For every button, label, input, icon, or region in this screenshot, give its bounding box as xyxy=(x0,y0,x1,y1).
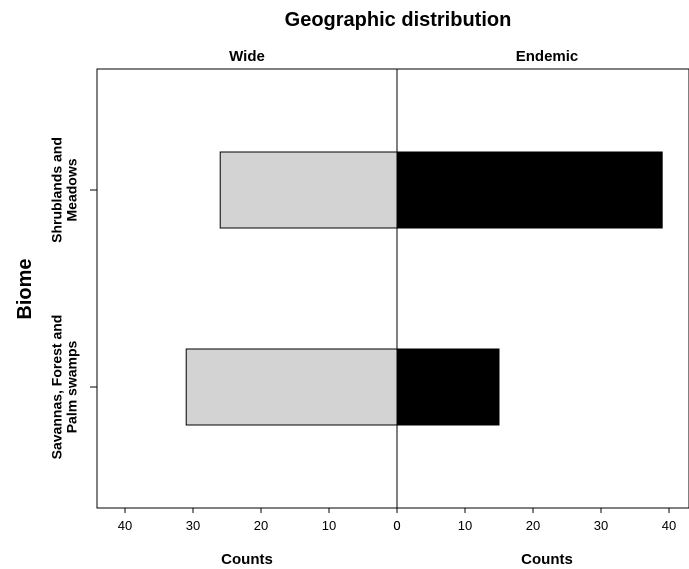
category-label-line: Shrublands and xyxy=(49,137,65,243)
category-label-2: Savannas, Forest andPalm swamps xyxy=(49,315,80,460)
x-tick-label-wide-20: 20 xyxy=(254,518,268,533)
category-label-1: Shrublands andMeadows xyxy=(49,137,80,243)
panel-label-wide: Wide xyxy=(229,48,265,65)
x-tick-label-wide-0: 0 xyxy=(393,518,400,533)
x-tick-label-endemic-0: 0 xyxy=(393,518,400,533)
x-tick-label-endemic-20: 20 xyxy=(526,518,540,533)
bar-endemic-1 xyxy=(396,151,663,229)
category-label-line: Palm swamps xyxy=(64,340,80,433)
panel-label-endemic: Endemic xyxy=(516,48,579,65)
x-axis-title-endemic: Counts xyxy=(521,551,573,568)
x-tick-label-endemic-10: 10 xyxy=(458,518,472,533)
category-label-line: Savannas, Forest and xyxy=(49,315,65,460)
bar-wide-1 xyxy=(219,151,398,229)
bar-wide-2 xyxy=(185,348,398,426)
x-axis-title-wide: Counts xyxy=(221,551,273,568)
x-tick-label-wide-40: 40 xyxy=(118,518,132,533)
bar-endemic-2 xyxy=(396,348,500,426)
x-tick-label-endemic-30: 30 xyxy=(594,518,608,533)
chart-title: Geographic distribution xyxy=(285,9,512,31)
plot-frame xyxy=(96,68,689,509)
x-tick-label-wide-30: 30 xyxy=(186,518,200,533)
category-label-line: Meadows xyxy=(64,158,80,221)
y-axis-title: Biome xyxy=(14,258,36,319)
x-tick-label-endemic-40: 40 xyxy=(662,518,676,533)
x-tick-label-wide-10: 10 xyxy=(322,518,336,533)
